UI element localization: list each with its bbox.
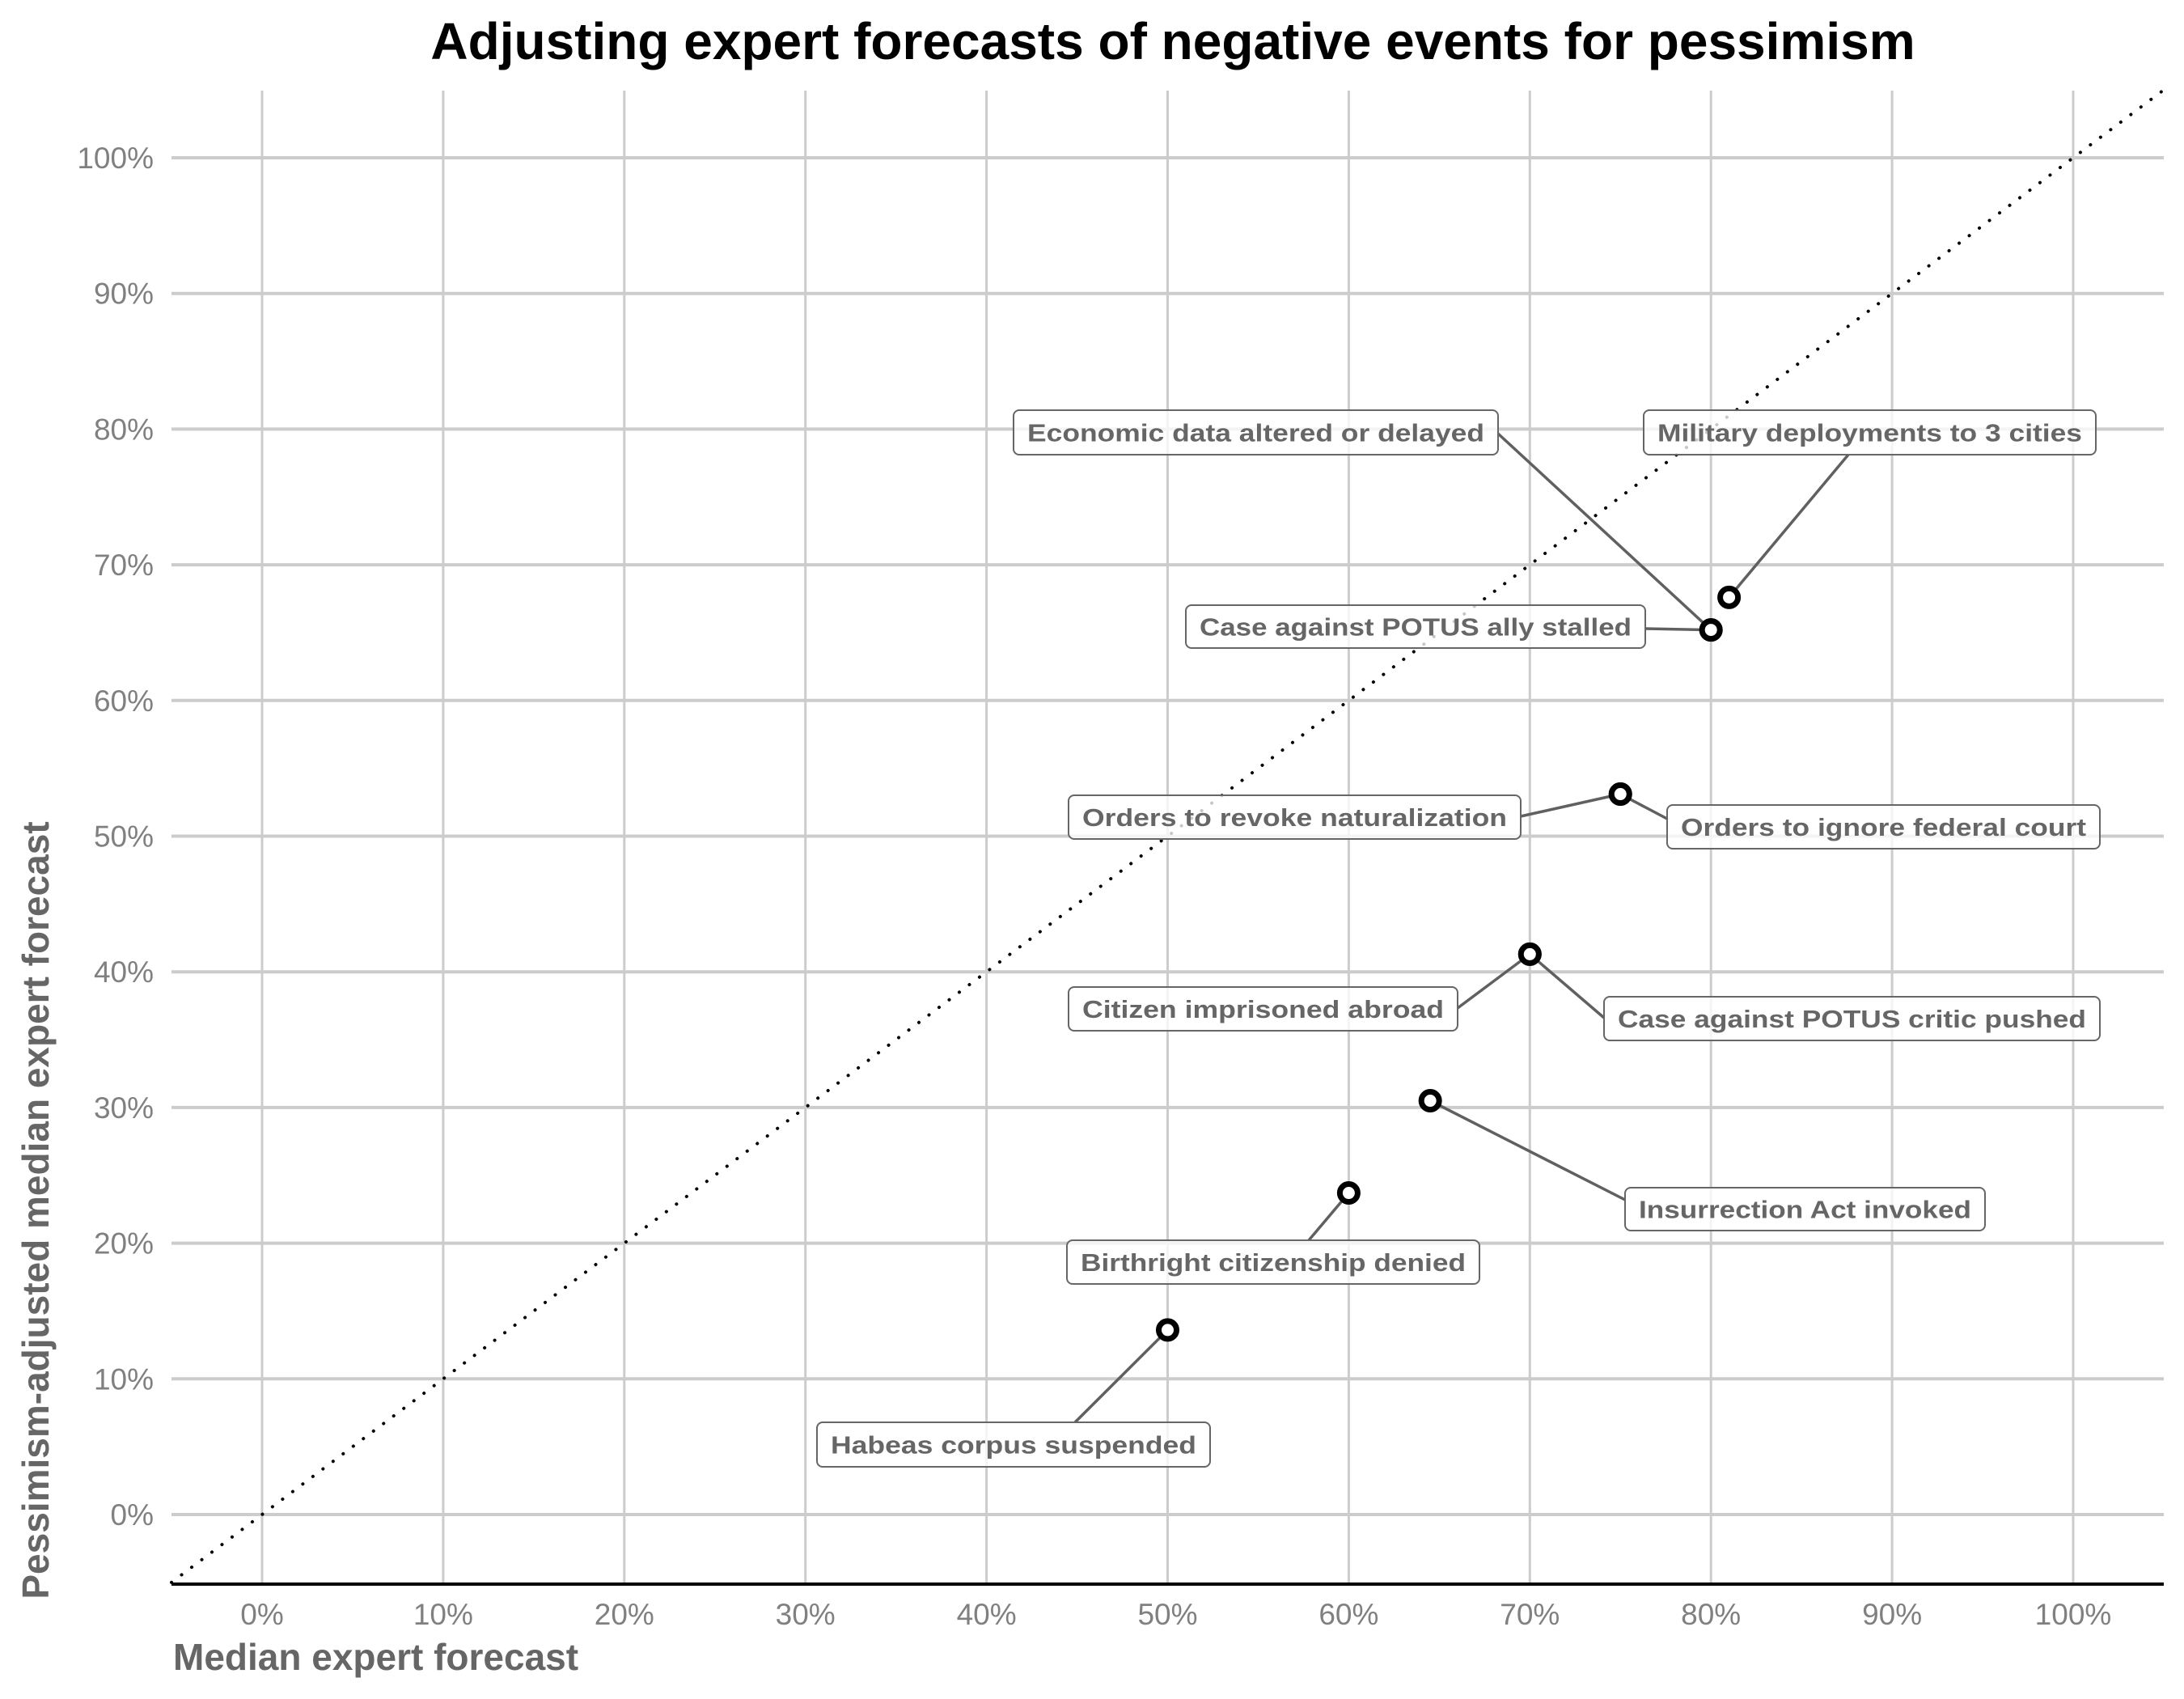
x-tick-label: 100% — [2035, 1598, 2112, 1631]
label-connector — [1456, 952, 1531, 1010]
point-label: Economic data altered or delayed — [1013, 409, 1499, 455]
point-label-box — [816, 1421, 1211, 1468]
point-label-box — [1066, 1239, 1480, 1285]
point-label-text: Orders to revoke naturalization — [1082, 803, 1507, 832]
point-label: Citizen imprisoned abroad — [1068, 986, 1458, 1032]
y-tick-label: 40% — [94, 955, 154, 989]
data-point — [1517, 942, 1542, 966]
point-label: Habeas corpus suspended — [816, 1421, 1211, 1468]
point-label-text: Habeas corpus suspended — [831, 1431, 1196, 1460]
point-label: Orders to ignore federal court — [1666, 804, 2101, 850]
y-tick-label: 50% — [94, 820, 154, 854]
point-label-text: Orders to ignore federal court — [1681, 813, 2086, 841]
point-label-text: Case against POTUS ally stalled — [1200, 613, 1632, 642]
point-label: Birthright citizenship denied — [1066, 1239, 1480, 1285]
point-label: Case against POTUS ally stalled — [1185, 604, 1646, 649]
y-tick-label: 20% — [94, 1227, 154, 1260]
y-tick-labels: 0% 10% 20% 30% 40% 50% 60% 70% 80% 90% 100% — [77, 142, 154, 1532]
data-points — [1156, 585, 1742, 1342]
data-point — [1608, 782, 1632, 807]
point-label-text: Economic data altered or delayed — [1027, 419, 1484, 447]
point-label: Case against POTUS critic pushed — [1603, 996, 2101, 1041]
point-label-box — [1068, 794, 1522, 840]
label-connector — [1429, 1099, 1626, 1201]
x-tick-label: 70% — [1500, 1598, 1560, 1631]
y-tick-label: 80% — [94, 413, 154, 446]
point-label-text: Case against POTUS critic pushed — [1618, 1005, 2086, 1033]
point-label-box — [1013, 409, 1499, 455]
label-connector — [1496, 432, 1712, 631]
x-tick-label: 30% — [776, 1598, 836, 1631]
label-connector — [1529, 953, 1606, 1019]
y-tick-label: 0% — [111, 1498, 154, 1532]
x-axis-title: Median expert forecast — [173, 1636, 578, 1678]
point-label-text: Citizen imprisoned abroad — [1082, 995, 1444, 1023]
y-tick-label: 70% — [94, 549, 154, 582]
label-connector — [1073, 1328, 1169, 1424]
data-point — [1156, 1318, 1179, 1342]
x-tick-label: 60% — [1318, 1598, 1378, 1631]
x-tick-label: 10% — [413, 1598, 473, 1631]
point-label-box — [1603, 996, 2101, 1041]
point-label-box — [1185, 604, 1646, 649]
data-point — [1699, 618, 1723, 642]
y-axis-title: Pessimism-adjusted median expert forecas… — [15, 821, 57, 1599]
label-connector — [1520, 792, 1621, 818]
data-point — [1418, 1089, 1442, 1113]
x-tick-label: 0% — [240, 1598, 283, 1631]
point-labels: Economic data altered or delayed Military… — [816, 409, 2101, 1468]
point-label-box — [1068, 986, 1458, 1032]
point-label: Orders to revoke naturalization — [1068, 794, 1522, 840]
point-label-box — [1643, 409, 2097, 455]
x-tick-label: 80% — [1681, 1598, 1741, 1631]
point-label: Military deployments to 3 cities — [1643, 409, 2097, 455]
y-tick-label: 10% — [94, 1362, 154, 1396]
x-tick-label: 40% — [957, 1598, 1017, 1631]
label-connector — [1728, 453, 1850, 599]
y-tick-label: 60% — [94, 684, 154, 718]
chart-title: Adjusting expert forecasts of negative e… — [430, 12, 1915, 70]
x-tick-label: 20% — [595, 1598, 654, 1631]
y-tick-label: 90% — [94, 278, 154, 311]
y-tick-label: 100% — [77, 142, 154, 175]
label-connectors — [1073, 432, 1850, 1424]
point-label-text: Military deployments to 3 cities — [1657, 419, 2082, 447]
x-tick-labels: 0% 10% 20% 30% 40% 50% 60% 70% 80% 90% 100% — [240, 1598, 2111, 1631]
x-tick-label: 90% — [1862, 1598, 1922, 1631]
point-label-box — [1666, 804, 2101, 850]
point-label-text: Birthright citizenship denied — [1081, 1248, 1466, 1277]
y-tick-label: 30% — [94, 1091, 154, 1125]
data-point — [1336, 1181, 1361, 1205]
point-label: Insurrection Act invoked — [1624, 1187, 1986, 1231]
point-label-text: Insurrection Act invoked — [1639, 1196, 1971, 1224]
point-label-box — [1624, 1187, 1986, 1231]
data-point — [1717, 585, 1742, 609]
x-tick-label: 50% — [1137, 1598, 1197, 1631]
